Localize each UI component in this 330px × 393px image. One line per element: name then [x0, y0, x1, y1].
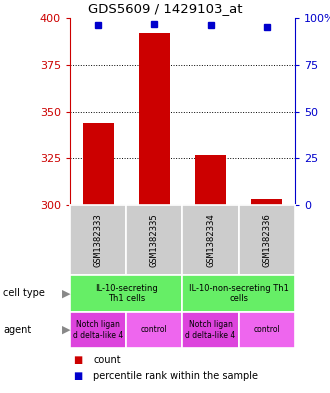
Text: GSM1382335: GSM1382335 [150, 213, 159, 267]
Text: control: control [253, 325, 280, 334]
Text: cell type: cell type [3, 288, 45, 299]
Text: IL-10-non-secreting Th1
cells: IL-10-non-secreting Th1 cells [189, 284, 289, 303]
Text: GSM1382336: GSM1382336 [262, 213, 271, 267]
Text: GDS5609 / 1429103_at: GDS5609 / 1429103_at [88, 2, 242, 15]
Text: control: control [141, 325, 168, 334]
Text: GSM1382333: GSM1382333 [94, 213, 103, 267]
Text: ▶: ▶ [62, 288, 70, 299]
Text: ▶: ▶ [62, 325, 70, 335]
Bar [195, 154, 226, 205]
Text: percentile rank within the sample: percentile rank within the sample [93, 371, 258, 381]
Text: ■: ■ [73, 371, 82, 381]
Text: count: count [93, 355, 121, 365]
Bar [251, 199, 282, 205]
Text: ■: ■ [73, 355, 82, 365]
Bar [139, 33, 170, 205]
Text: Notch ligan
d delta-like 4: Notch ligan d delta-like 4 [73, 320, 123, 340]
Text: GSM1382334: GSM1382334 [206, 213, 215, 267]
Text: Notch ligan
d delta-like 4: Notch ligan d delta-like 4 [185, 320, 236, 340]
Text: agent: agent [3, 325, 32, 335]
Text: IL-10-secreting
Th1 cells: IL-10-secreting Th1 cells [95, 284, 158, 303]
Bar [82, 123, 114, 205]
